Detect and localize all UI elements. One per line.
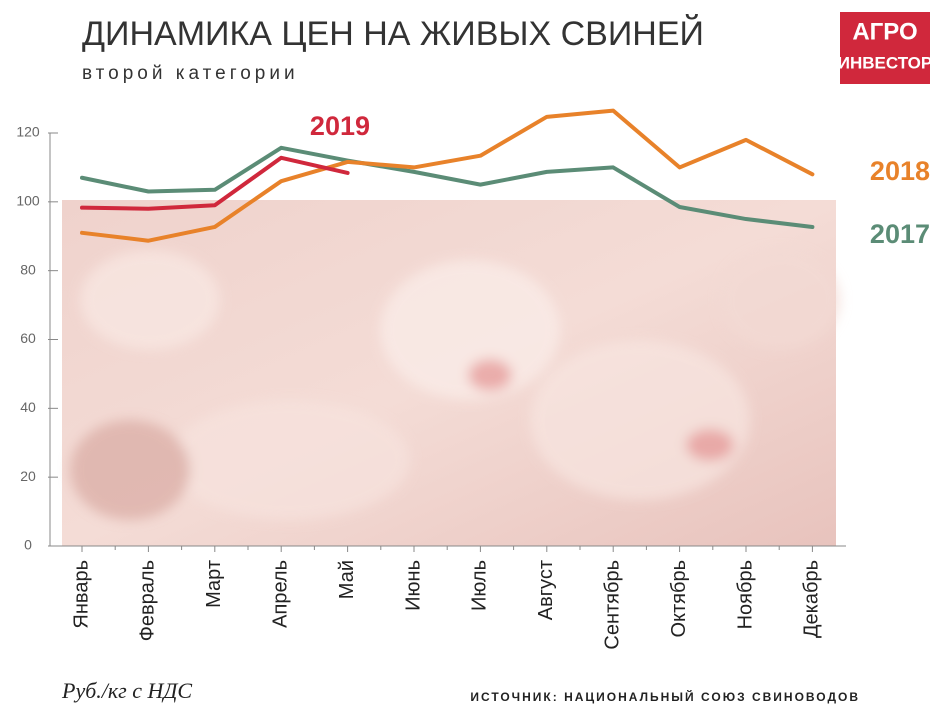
y-tick-label: 120 xyxy=(16,124,40,140)
x-tick-label: Июнь xyxy=(402,560,424,611)
x-tick-label: Январь xyxy=(70,560,92,629)
chart-subtitle: второй категории xyxy=(82,63,299,84)
y-tick-label: 80 xyxy=(20,261,36,277)
logo-text: ИНВЕСТОР xyxy=(838,53,933,72)
legend-label: 2017 xyxy=(870,219,930,249)
x-tick-label: Март xyxy=(203,560,225,608)
x-tick-label: Апрель xyxy=(269,560,291,628)
series-line xyxy=(80,155,350,211)
x-tick-label: Август xyxy=(535,560,557,620)
legend-label: 2019 xyxy=(310,111,370,141)
x-tick-label: Октябрь xyxy=(668,560,690,638)
legend-label: 2018 xyxy=(870,156,930,186)
logo-text: АГРО xyxy=(852,18,917,45)
x-tick-label: Февраль xyxy=(137,560,159,641)
y-tick-label: 0 xyxy=(24,537,32,553)
source: ИСТОЧНИК: НАЦИОНАЛЬНЫЙ СОЮЗ СВИНОВОДОВ xyxy=(470,689,860,704)
y-tick-label: 60 xyxy=(20,330,36,346)
unit-label: Руб./кг с НДС xyxy=(61,678,192,703)
x-tick-label: Ноябрь xyxy=(734,560,756,629)
x-tick-label: Декабрь xyxy=(801,560,823,638)
series-line xyxy=(80,108,815,243)
chart-title: ДИНАМИКА ЦЕН НА ЖИВЫХ СВИНЕЙ xyxy=(82,15,704,53)
x-tick-label: Май xyxy=(336,560,358,599)
x-tick-label: Сентябрь xyxy=(601,560,623,650)
y-tick-label: 100 xyxy=(16,193,40,209)
x-tick-label: Июль xyxy=(469,560,491,611)
y-tick-label: 40 xyxy=(20,399,36,415)
series-line xyxy=(80,145,815,229)
y-tick-label: 20 xyxy=(20,468,36,484)
photo-background xyxy=(62,200,840,546)
logo: АГРО ИНВЕСТОР xyxy=(838,12,933,84)
